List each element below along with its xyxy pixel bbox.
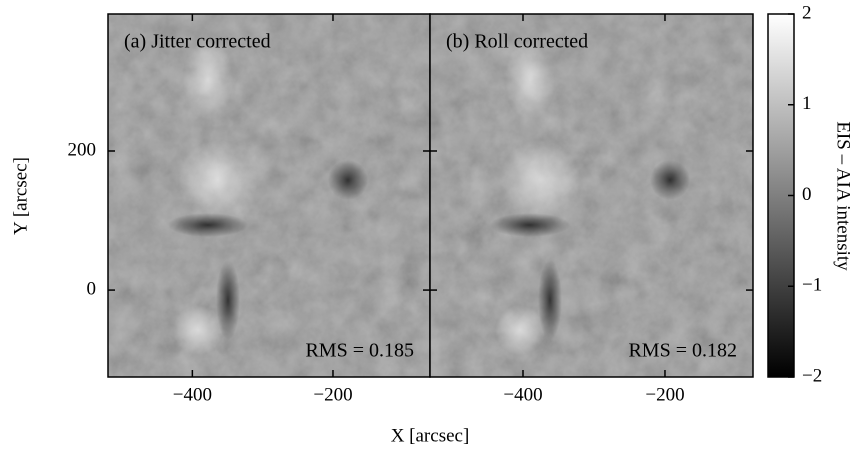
image-feature — [650, 160, 690, 200]
colorbar-tick-label: 2 — [802, 2, 812, 23]
image-panel — [108, 14, 430, 377]
image-texture — [430, 14, 753, 377]
x-tick-label: −400 — [503, 384, 542, 405]
image-feature — [490, 213, 570, 237]
x-tick-label: −400 — [173, 384, 212, 405]
rms-annotation: RMS = 0.185 — [305, 340, 414, 362]
panel-annotation: (b) Roll corrected — [446, 31, 588, 53]
colorbar-tick-label: 1 — [802, 93, 812, 114]
image-texture — [108, 14, 430, 377]
image-feature — [168, 213, 248, 237]
image-panel — [430, 14, 753, 377]
image-feature — [500, 140, 580, 220]
rms-annotation: RMS = 0.182 — [628, 340, 737, 362]
y-axis-label: Y [arcsec] — [10, 157, 31, 235]
image-feature — [328, 160, 368, 200]
colorbar-tick-label: 0 — [802, 184, 812, 205]
y-tick-label: 0 — [87, 278, 97, 299]
x-tick-label: −200 — [645, 384, 684, 405]
image-feature — [538, 260, 562, 340]
x-tick-label: −200 — [313, 384, 352, 405]
colorbar-tick-label: −1 — [802, 275, 822, 296]
image-feature — [505, 40, 555, 120]
panel-annotation: (a) Jitter corrected — [124, 31, 271, 53]
panel-frame — [429, 13, 754, 378]
colorbar-label: EIS – AIA intensity — [833, 121, 854, 271]
colorbar-tick-label: −2 — [802, 365, 822, 386]
image-feature — [495, 305, 545, 355]
image-feature — [183, 40, 233, 120]
x-axis-label: X [arcsec] — [391, 425, 470, 446]
image-feature — [216, 260, 240, 340]
image-feature — [173, 305, 223, 355]
y-tick-label: 200 — [68, 139, 97, 160]
image-feature — [178, 140, 258, 220]
